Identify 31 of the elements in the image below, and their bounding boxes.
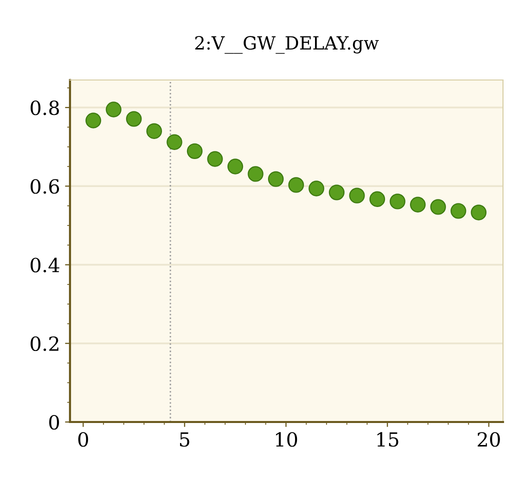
point bbox=[106, 102, 122, 118]
chart-title: 2:V__GW_DELAY.gw bbox=[195, 36, 379, 54]
point bbox=[470, 204, 486, 220]
point bbox=[186, 143, 203, 159]
point bbox=[248, 166, 264, 182]
point bbox=[85, 112, 102, 128]
y-tick-label: 0.6 bbox=[30, 179, 60, 194]
point bbox=[450, 203, 466, 219]
point bbox=[288, 177, 304, 193]
point bbox=[328, 184, 345, 200]
point bbox=[166, 134, 182, 150]
point bbox=[146, 123, 162, 139]
y-tick-label: 0.2 bbox=[30, 336, 58, 352]
point bbox=[126, 111, 142, 127]
point bbox=[410, 196, 426, 212]
point bbox=[268, 171, 284, 187]
x-tick-label: 5 bbox=[180, 432, 190, 447]
y-tick-label: 0.8 bbox=[30, 100, 59, 116]
point bbox=[227, 158, 244, 174]
x-tick-label: 10 bbox=[276, 432, 298, 447]
y-tick-label: 0 bbox=[49, 414, 59, 430]
point bbox=[308, 180, 324, 196]
y-tick-label: 0.4 bbox=[30, 258, 60, 272]
point bbox=[390, 194, 406, 210]
point bbox=[207, 151, 223, 167]
x-tick-label: 20 bbox=[478, 432, 500, 447]
x-tick-label: 15 bbox=[377, 432, 398, 447]
point bbox=[349, 188, 365, 204]
point bbox=[369, 191, 386, 207]
point bbox=[430, 199, 446, 215]
x-tick-label: 0 bbox=[78, 432, 88, 447]
